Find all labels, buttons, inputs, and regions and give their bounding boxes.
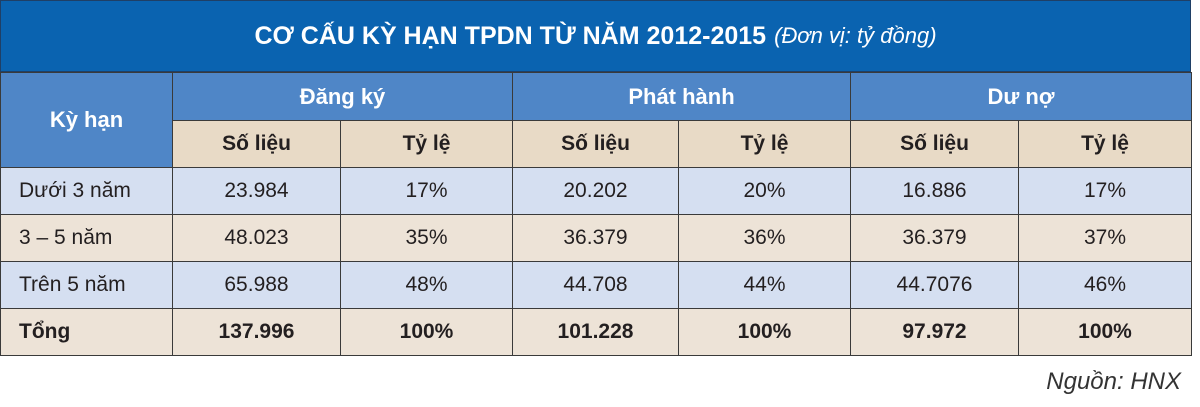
ratio-cell: 48% <box>340 261 513 309</box>
ratio-cell: 46% <box>1017 261 1193 309</box>
table-title: CƠ CẤU KỲ HẠN TPDN TỪ NĂM 2012-2015 <box>254 21 767 50</box>
subheader: Số liệu <box>172 120 341 168</box>
total-row: Tổng 137.996 100% 101.228 100% 97.972 100% <box>0 308 1193 356</box>
row-label: Trên 5 năm <box>0 261 173 309</box>
ratio-cell: 35% <box>340 214 513 262</box>
ratio-cell: 17% <box>340 167 513 215</box>
group-header: Đăng ký <box>172 72 513 121</box>
ratio-cell: 100% <box>340 308 513 356</box>
row-header: Kỳ hạn <box>0 72 173 168</box>
value-cell: 23.984 <box>172 167 341 215</box>
ratio-cell: 36% <box>678 214 851 262</box>
table-row: 3 – 5 năm 48.023 35% 36.379 36% 36.379 37% <box>0 214 1193 262</box>
row-label: 3 – 5 năm <box>0 214 173 262</box>
value-cell: 65.988 <box>172 261 341 309</box>
ratio-cell: 37% <box>1017 214 1193 262</box>
value-cell: 36.379 <box>512 214 679 262</box>
table-row: Dưới 3 năm 23.984 17% 20.202 20% 16.886 17% <box>0 167 1193 215</box>
unit-note: (Đơn vị: tỷ đồng) <box>774 23 937 48</box>
subheader: Số liệu <box>850 120 1019 168</box>
value-cell: 97.972 <box>850 308 1019 356</box>
term-structure-table-figure: CƠ CẤU KỲ HẠN TPDN TỪ NĂM 2012-2015 (Đơn… <box>0 0 1193 395</box>
ratio-cell: 17% <box>1017 167 1193 215</box>
ratio-cell: 44% <box>678 261 851 309</box>
ratio-cell: 20% <box>678 167 851 215</box>
value-cell: 36.379 <box>850 214 1019 262</box>
group-header: Dư nợ <box>849 72 1193 121</box>
table-title-bar: CƠ CẤU KỲ HẠN TPDN TỪ NĂM 2012-2015 (Đơn… <box>0 0 1191 72</box>
ratio-cell: 100% <box>678 308 851 356</box>
data-table: Kỳ hạn Đăng ký Phát hành Dư nợ Số liệu T… <box>0 72 1193 356</box>
row-label: Dưới 3 năm <box>0 167 173 215</box>
subheader: Số liệu <box>512 120 679 168</box>
source-note: Nguồn: HNX <box>1046 368 1181 395</box>
row-label: Tổng <box>0 308 173 356</box>
group-header: Phát hành <box>512 72 851 121</box>
subheader: Tỷ lệ <box>678 120 851 168</box>
value-cell: 44.708 <box>512 261 679 309</box>
table-row: Trên 5 năm 65.988 48% 44.708 44% 44.7076 46% <box>0 261 1193 309</box>
subheader: Tỷ lệ <box>340 120 513 168</box>
value-cell: 137.996 <box>172 308 341 356</box>
value-cell: 101.228 <box>512 308 679 356</box>
ratio-cell: 100% <box>1017 308 1193 356</box>
value-cell: 48.023 <box>172 214 341 262</box>
value-cell: 44.7076 <box>850 261 1019 309</box>
value-cell: 20.202 <box>512 167 679 215</box>
value-cell: 16.886 <box>850 167 1019 215</box>
subheader: Tỷ lệ <box>1017 120 1193 168</box>
